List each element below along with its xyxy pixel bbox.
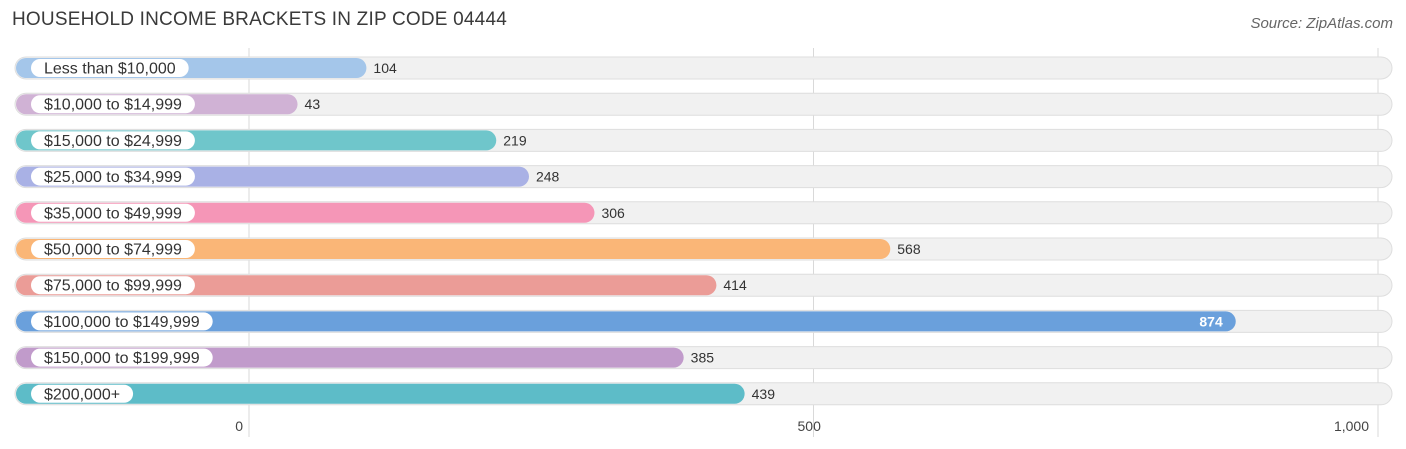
bar-row: $15,000 to $24,999 219 (14, 128, 1393, 152)
category-pill (31, 203, 195, 222)
category-label: $10,000 to $14,999 (44, 97, 182, 114)
bar-track (14, 92, 1393, 116)
bar-row: $50,000 to $74,999 568 (14, 237, 1393, 261)
tick-label: 500 (798, 418, 822, 434)
category-pill (31, 95, 195, 114)
bar-row: $100,000 to $149,999 874 (14, 309, 1393, 333)
value-label: 104 (373, 60, 397, 76)
value-label: 568 (897, 241, 921, 257)
category-label: Less than $10,000 (44, 61, 176, 78)
tick-label: 1,000 (1334, 418, 1369, 434)
value-label: 43 (305, 96, 321, 112)
category-pill (31, 240, 195, 258)
bar-row: $35,000 to $49,999 306 (14, 201, 1393, 225)
bar (16, 311, 1236, 332)
tick-label: 0 (235, 418, 243, 434)
category-label: $200,000+ (44, 386, 120, 403)
category-pill (31, 312, 213, 331)
category-pill (31, 167, 195, 186)
category-label: $25,000 to $34,999 (44, 169, 182, 186)
category-label: $75,000 to $99,999 (44, 278, 182, 295)
value-label: 439 (752, 386, 776, 402)
value-label: 306 (601, 205, 625, 221)
category-pill (31, 384, 134, 403)
bar-row: $75,000 to $99,999 414 (14, 273, 1393, 297)
bar-row: Less than $10,000 104 (14, 56, 1393, 80)
category-label: $100,000 to $149,999 (44, 314, 200, 331)
bar (16, 239, 891, 259)
bar-row: $10,000 to $14,999 43 (14, 92, 1393, 116)
category-pill (31, 348, 213, 367)
bar-row: $150,000 to $199,999 385 (14, 346, 1393, 370)
chart-title: HOUSEHOLD INCOME BRACKETS IN ZIP CODE 04… (12, 9, 507, 30)
bar-row: $25,000 to $34,999 248 (14, 165, 1393, 189)
category-pill (31, 59, 189, 77)
bar (16, 383, 745, 404)
value-label: 219 (503, 132, 527, 148)
category-label: $15,000 to $24,999 (44, 133, 182, 150)
category-label: $50,000 to $74,999 (44, 242, 182, 259)
category-pill (31, 131, 195, 150)
value-label: 385 (691, 350, 715, 366)
value-label: 874 (1199, 313, 1223, 329)
chart-source: Source: ZipAtlas.com (1250, 15, 1393, 32)
value-label: 248 (536, 169, 560, 185)
category-label: $150,000 to $199,999 (44, 350, 200, 367)
category-pill (31, 276, 195, 295)
category-label: $35,000 to $49,999 (44, 205, 182, 222)
value-label: 414 (723, 277, 747, 293)
bar-row: $200,000+ 439 (14, 382, 1393, 406)
